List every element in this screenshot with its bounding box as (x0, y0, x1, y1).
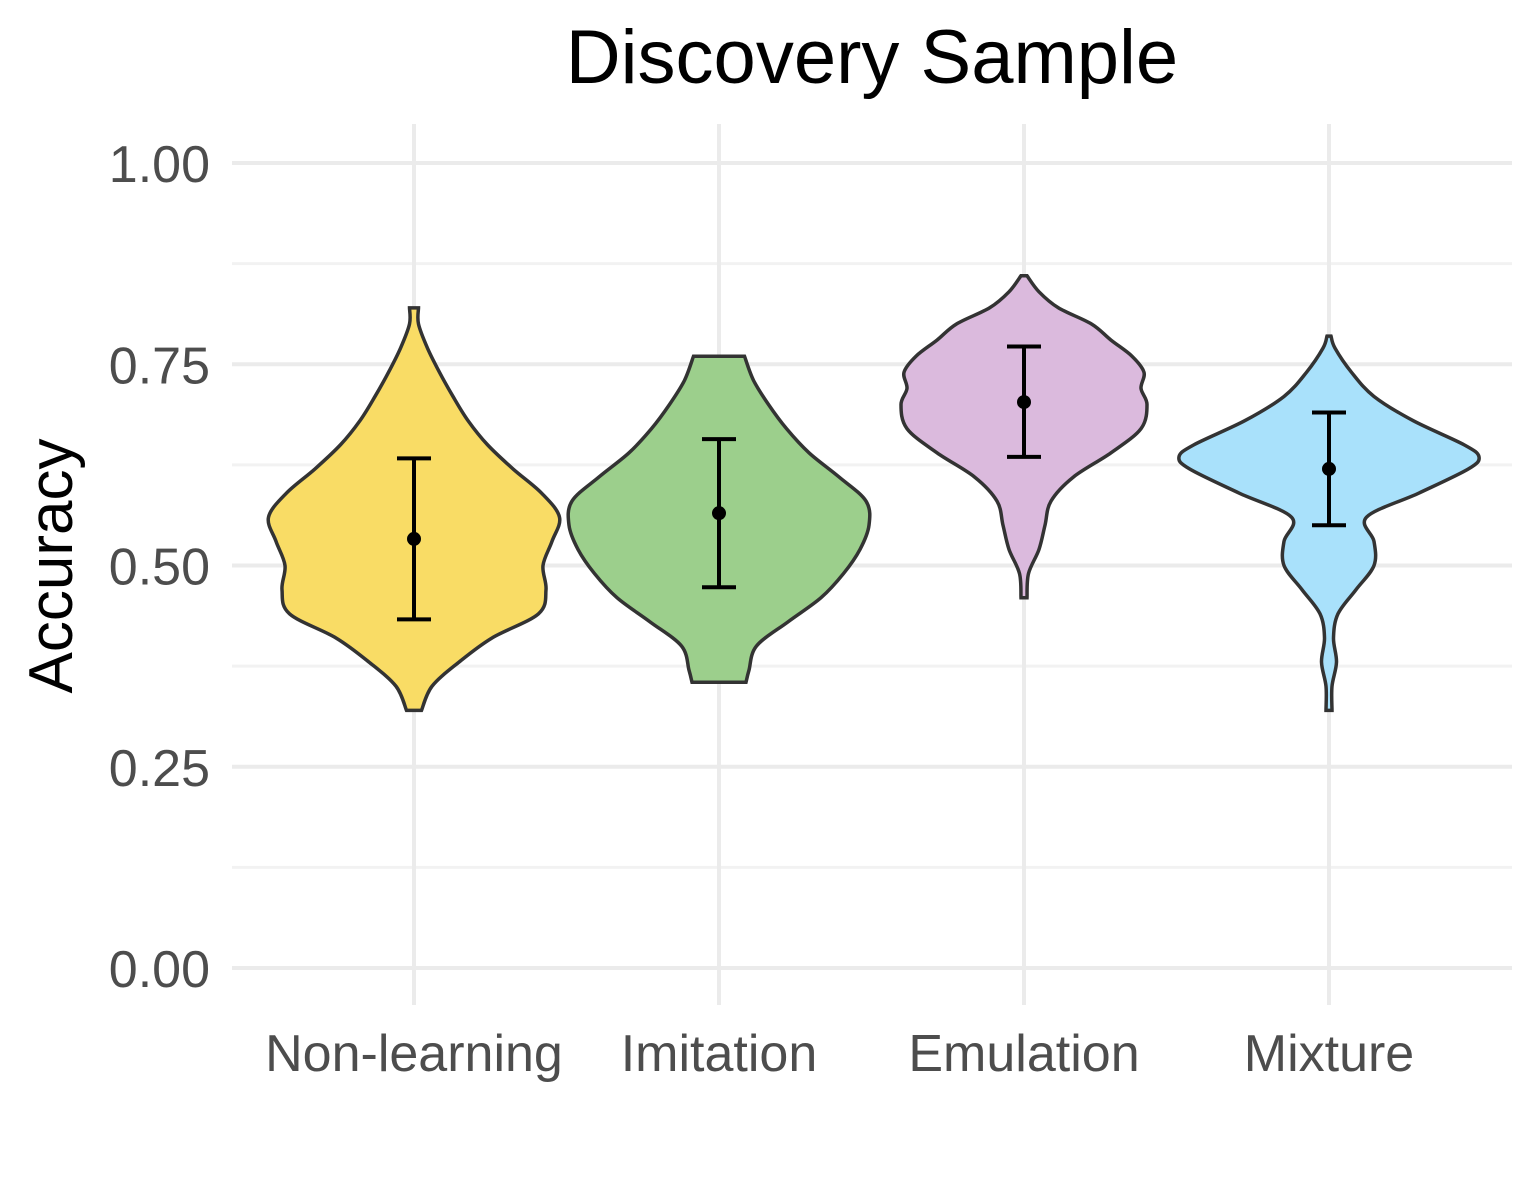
y-tick-label: 0.75 (109, 337, 210, 395)
violins (266, 273, 1481, 713)
y-tick-label: 0.25 (109, 740, 210, 798)
mean-point (407, 531, 421, 546)
x-tick-label: Emulation (908, 1025, 1139, 1083)
x-tick-label: Imitation (621, 1025, 818, 1083)
x-tick-label: Mixture (1244, 1025, 1414, 1083)
tick-labels: 0.00 0.25 0.50 0.75 1.00 Non-learning Imitatio… (109, 136, 1414, 1083)
y-tick-label: 0.00 (109, 941, 210, 999)
mean-point (1017, 395, 1031, 410)
error-bars (397, 344, 1346, 622)
mean-point (712, 506, 726, 521)
x-tick-label: Non-learning (265, 1025, 563, 1083)
y-tick-label: 1.00 (109, 136, 210, 194)
mean-point (1322, 461, 1336, 476)
y-tick-label: 0.50 (109, 539, 210, 597)
y-axis-title: Accuracy (17, 439, 86, 694)
chart-title: Discovery Sample (566, 15, 1178, 100)
